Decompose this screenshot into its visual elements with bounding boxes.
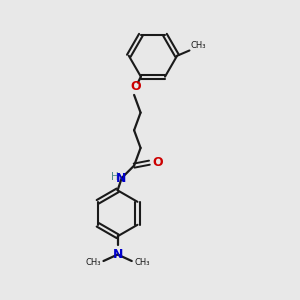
Text: O: O xyxy=(152,156,163,169)
Text: O: O xyxy=(130,80,141,93)
Text: CH₃: CH₃ xyxy=(190,41,206,50)
Text: N: N xyxy=(112,248,123,261)
Text: CH₃: CH₃ xyxy=(134,258,150,267)
Text: H: H xyxy=(111,172,119,182)
Text: N: N xyxy=(116,172,126,185)
Text: CH₃: CH₃ xyxy=(85,258,101,267)
